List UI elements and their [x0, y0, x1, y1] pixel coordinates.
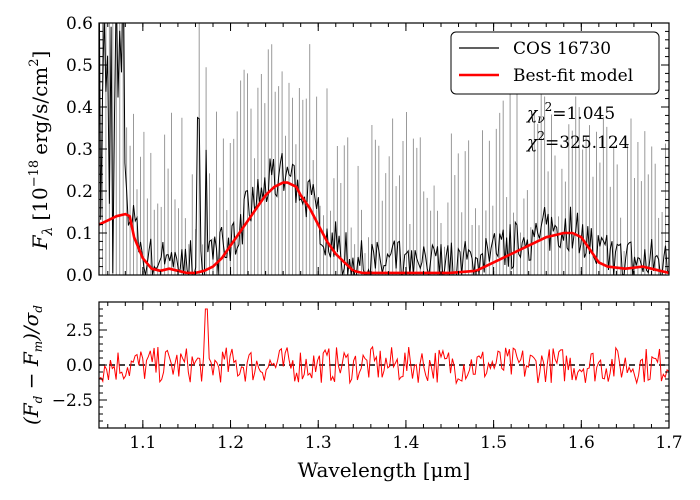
legend-model-label: Best-fit model [513, 66, 633, 86]
top-y-tick-labels: 0.0 0.1 0.2 0.3 0.4 0.5 0.6 [66, 14, 93, 286]
y-tick-label: 0.6 [66, 14, 93, 34]
bottom-y-tick-labels: 2.5 0.0 −2.5 [52, 321, 93, 411]
x-tick-label: 1.2 [217, 433, 244, 453]
x-tick-label: 1.5 [480, 433, 507, 453]
x-tick-label: 1.7 [655, 433, 682, 453]
y-tick-label: 0.0 [66, 266, 93, 286]
top-panel: 0.0 0.1 0.2 0.3 0.4 0.5 0.6 Fλ[10−18erg/s/cm2]… [27, 14, 670, 286]
y-tick-label: 0.2 [66, 182, 93, 202]
x-tick-label: 1.6 [568, 433, 595, 453]
y-tick-label: 2.5 [66, 321, 93, 341]
y-tick-label: −2.5 [52, 391, 93, 411]
bottom-y-axis-label: (Fd − Fm)/σd [19, 305, 45, 425]
legend-box [450, 31, 660, 95]
chi-square-annotation: χ2=325.124 [526, 129, 630, 153]
x-tick-label: 1.4 [392, 433, 419, 453]
spectrum-plot-area [99, 23, 669, 275]
model-line [99, 181, 669, 275]
x-axis-label: Wavelength [μm] [298, 458, 471, 482]
top-ticks [99, 22, 670, 276]
residuals-line [99, 308, 669, 386]
bottom-ticks [99, 301, 670, 429]
reduced-chi-square-annotation: χν2=1.045 [526, 100, 615, 126]
y-tick-label: 0.0 [66, 356, 93, 376]
x-tick-label: 1.3 [305, 433, 332, 453]
bottom-panel: 2.5 0.0 −2.5 1.1 1.2 1.3 1.4 1.5 1.6 1.7 (Fd − F… [19, 301, 683, 482]
y-tick-label: 0.4 [66, 98, 93, 118]
x-tick-label: 1.1 [129, 433, 156, 453]
x-tick-labels: 1.1 1.2 1.3 1.4 1.5 1.6 1.7 [129, 433, 682, 453]
legend: COS 16730 Best-fit model [450, 31, 660, 95]
data-spectrum-line [99, 23, 669, 275]
legend-data-label: COS 16730 [513, 39, 611, 59]
y-tick-label: 0.1 [66, 224, 93, 244]
y-tick-label: 0.5 [66, 56, 93, 76]
top-y-axis-label: Fλ[10−18erg/s/cm2] [27, 51, 56, 251]
y-tick-label: 0.3 [66, 140, 93, 160]
